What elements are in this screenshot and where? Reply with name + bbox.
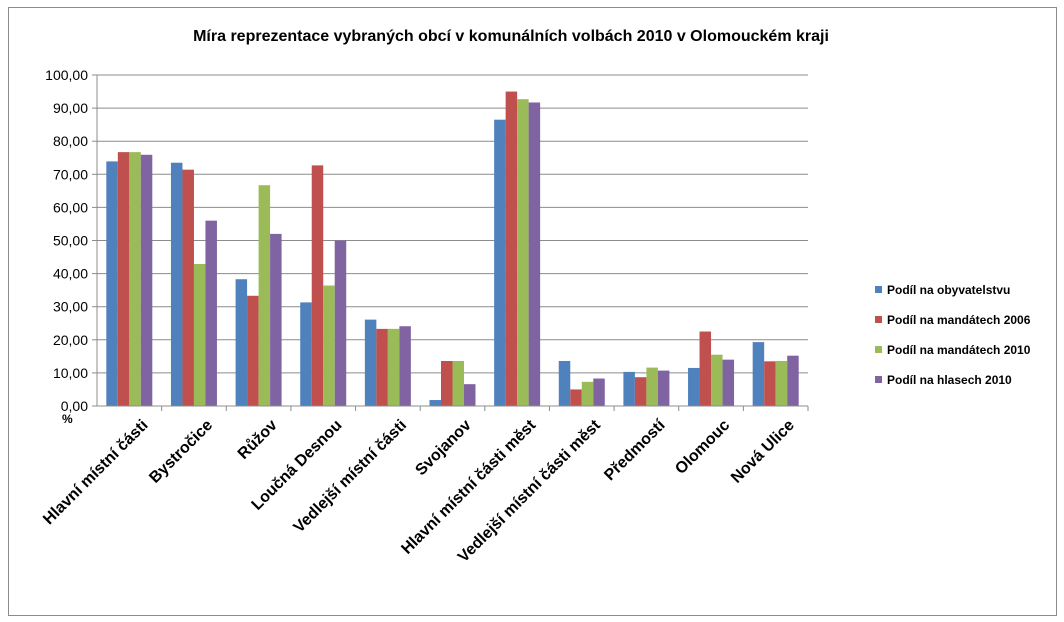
bar-1-9 (623, 371, 635, 406)
legend-label-4: Podíl na hlasech 2010 (887, 373, 1012, 387)
bar-2-11 (764, 361, 776, 406)
y-tick-label: 40,00 (53, 266, 88, 282)
y-tick-label: 50,00 (53, 233, 88, 249)
bar-4-8 (593, 378, 605, 406)
bar-4-2 (205, 220, 217, 406)
bar-3-8 (581, 381, 594, 406)
bar-3-11 (775, 360, 788, 406)
bar-1-5 (364, 319, 377, 406)
x-category-label: Růžov (235, 417, 281, 463)
bar-1-10 (688, 367, 700, 406)
bar-3-3 (258, 185, 271, 406)
y-tick-label: 70,00 (53, 166, 88, 182)
bars (106, 91, 799, 407)
x-category-label: Vedlejší místní části (291, 417, 411, 537)
x-category-label: Olomouc (672, 417, 733, 478)
bar-2-4 (311, 165, 324, 406)
x-category-label: Bystročice (146, 417, 216, 487)
bar-3-9 (646, 367, 658, 406)
bar-2-8 (570, 389, 582, 406)
y-tick-label: 30,00 (53, 299, 88, 315)
bar-1-6 (429, 400, 441, 406)
x-category-label: Vedlejší místní části měst (455, 416, 605, 566)
bar-1-4 (300, 302, 312, 406)
bar-1-11 (752, 342, 765, 406)
legend-swatch-4 (875, 376, 882, 383)
bar-3-10 (711, 354, 723, 406)
bar-1-2 (170, 162, 183, 406)
bar-2-10 (699, 331, 712, 406)
x-category-label: Předmostí (601, 416, 669, 484)
bar-3-5 (387, 328, 400, 406)
legend-label-2: Podíl na mandátech 2006 (887, 313, 1031, 327)
bar-1-1 (106, 161, 118, 406)
bar-2-9 (634, 377, 647, 406)
axes (96, 75, 809, 411)
legend-swatch-3 (875, 346, 882, 353)
bar-4-10 (722, 359, 735, 406)
legend-swatch-2 (875, 316, 882, 323)
y-tick-label: 100,00 (45, 67, 88, 83)
x-category-label: Svojanov (412, 417, 474, 479)
bar-3-2 (193, 264, 206, 406)
chart-frame: Míra reprezentace vybraných obcí v komun… (8, 7, 1057, 616)
y-tick-label: 80,00 (53, 133, 88, 149)
bar-2-3 (247, 295, 259, 406)
legend-label-3: Podíl na mandátech 2010 (887, 343, 1031, 357)
bar-1-8 (558, 360, 571, 406)
y-tick-label: 10,00 (53, 365, 88, 381)
bar-3-1 (129, 152, 141, 406)
bar-2-7 (505, 91, 518, 407)
bar-1-7 (494, 119, 506, 406)
y-tick-label: 20,00 (53, 332, 88, 348)
chart-title: Míra reprezentace vybraných obcí v komun… (193, 28, 829, 45)
legend: Podíl na obyvatelstvu Podíl na mandátech … (875, 283, 1031, 387)
y-tick-label: 90,00 (53, 100, 88, 116)
chart-svg: Míra reprezentace vybraných obcí v komun… (40, 28, 1031, 566)
bar-4-7 (528, 102, 541, 407)
bar-4-4 (334, 240, 347, 406)
bar-4-5 (399, 326, 411, 406)
bar-2-2 (182, 169, 194, 406)
bar-1-3 (235, 279, 248, 406)
bar-2-5 (376, 328, 388, 406)
bar-3-7 (517, 99, 529, 407)
bar-3-4 (323, 285, 335, 406)
x-category-label: Nová Ulice (728, 417, 798, 487)
y-tick-label: 60,00 (53, 199, 88, 215)
bar-4-1 (140, 154, 153, 406)
bar-4-11 (787, 355, 799, 406)
x-category-label: Hlavní místní části měst (398, 416, 539, 557)
bar-4-6 (464, 384, 476, 406)
y-tick-label: 0,00 (61, 398, 88, 414)
x-category-label: Hlavní místní části (40, 417, 151, 528)
bar-4-3 (270, 233, 282, 406)
y-axis-unit-label: % (62, 412, 73, 426)
y-tick-labels: 0,00 10,00 20,00 30,00 40,00 50,00 60,00 70,00 8… (45, 67, 88, 414)
bar-2-6 (441, 360, 453, 406)
bar-2-1 (117, 152, 130, 406)
legend-swatch-1 (875, 286, 882, 293)
bar-4-9 (657, 370, 670, 406)
bar-3-6 (452, 360, 464, 406)
legend-label-1: Podíl na obyvatelstvu (887, 283, 1010, 297)
